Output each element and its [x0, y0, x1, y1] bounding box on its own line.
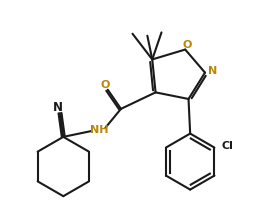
Text: N: N	[53, 101, 63, 114]
Text: Cl: Cl	[222, 141, 233, 151]
Text: NH: NH	[90, 125, 109, 135]
Text: O: O	[182, 40, 192, 50]
Text: O: O	[100, 80, 110, 90]
Text: N: N	[207, 66, 217, 76]
